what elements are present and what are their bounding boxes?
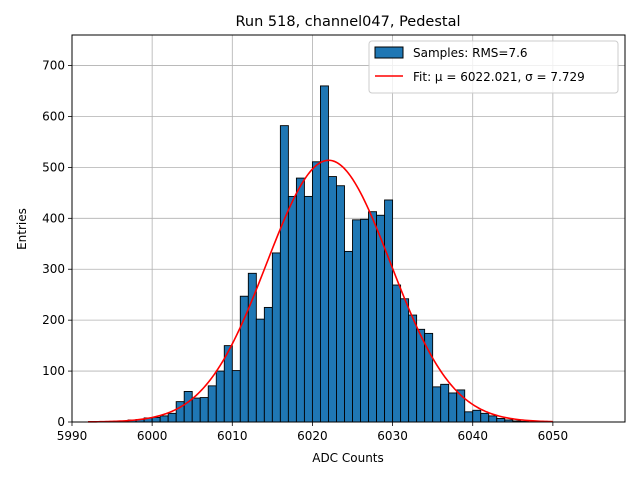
histogram-bar: [167, 412, 177, 423]
histogram-bar: [496, 417, 506, 423]
histogram-bar: [303, 195, 313, 423]
legend-bar-swatch: [374, 46, 404, 59]
histogram-bar: [384, 199, 394, 423]
y-tick-label: 100: [42, 364, 65, 378]
legend-bar-label: Samples: RMS=7.6: [413, 46, 528, 60]
y-axis-label: Entries: [15, 208, 29, 250]
x-tick-label: 6050: [538, 429, 569, 443]
histogram-bar: [287, 195, 297, 423]
histogram-bar: [448, 392, 458, 423]
bars-layer: [111, 85, 530, 423]
y-tick-label: 500: [42, 160, 65, 174]
histogram-bar: [480, 412, 490, 423]
y-tick-label: 400: [42, 211, 65, 225]
histogram-bar: [271, 252, 281, 423]
histogram-bar: [239, 295, 249, 423]
fit-curve: [88, 159, 553, 423]
y-tick-label: 200: [42, 313, 65, 327]
histogram-bar: [360, 218, 369, 423]
histogram-bar: [191, 397, 201, 423]
histogram-bar: [488, 415, 498, 423]
plot-frame: [71, 34, 626, 423]
histogram-bar: [440, 383, 450, 423]
x-tick-label: 6020: [297, 429, 328, 443]
x-tick-label: 6040: [457, 429, 488, 443]
histogram-bar: [432, 386, 442, 423]
chart-title: Run 518, channel047, Pedestal: [235, 14, 460, 30]
histogram-bar: [151, 416, 161, 423]
histogram-bar: [336, 185, 345, 423]
histogram-bar: [416, 328, 426, 423]
histogram-bar: [159, 415, 169, 423]
x-axis-label: ADC Counts: [312, 451, 384, 465]
legend: Samples: RMS=7.6 Fit: μ = 6022.021, σ = …: [368, 40, 619, 94]
y-tick-label: 700: [42, 59, 65, 73]
y-ticks: 0 100 200 300 400 500 600 700: [42, 59, 72, 429]
histogram-bar: [392, 284, 402, 423]
histogram-bar: [352, 219, 361, 423]
y-tick-label: 300: [42, 262, 65, 276]
histogram-bar: [408, 314, 418, 423]
histogram-bar: [319, 85, 329, 423]
legend-fit-label: Fit: μ = 6022.021, σ = 7.729: [413, 70, 585, 84]
x-ticks: 5990 6000 6010 6020 6030 6040 6050: [57, 422, 568, 443]
x-tick-label: 6000: [137, 429, 168, 443]
x-tick-label: 6030: [377, 429, 408, 443]
histogram-bar: [295, 177, 305, 423]
histogram-bar: [279, 125, 289, 423]
histogram-bar: [215, 370, 225, 423]
histogram-bar: [328, 176, 337, 423]
histogram-bar: [247, 272, 257, 423]
histogram-bar: [400, 298, 410, 423]
histogram-bar: [199, 397, 209, 423]
y-tick-label: 0: [57, 415, 65, 429]
histogram-bar: [231, 370, 241, 423]
histogram-bar: [344, 250, 353, 423]
y-tick-label: 600: [42, 109, 65, 123]
x-tick-label: 6010: [217, 429, 248, 443]
histogram-bar: [263, 306, 273, 423]
histogram-bar: [207, 385, 217, 423]
histogram-bar: [255, 318, 265, 423]
legend-box: [368, 40, 619, 94]
x-tick-label: 5990: [57, 429, 88, 443]
histogram-bar: [368, 211, 378, 423]
fit-layer: [88, 159, 553, 423]
histogram-bar: [464, 411, 474, 423]
histogram-bar: [311, 161, 321, 423]
histogram-bar: [472, 409, 482, 423]
histogram-bar: [183, 390, 193, 423]
